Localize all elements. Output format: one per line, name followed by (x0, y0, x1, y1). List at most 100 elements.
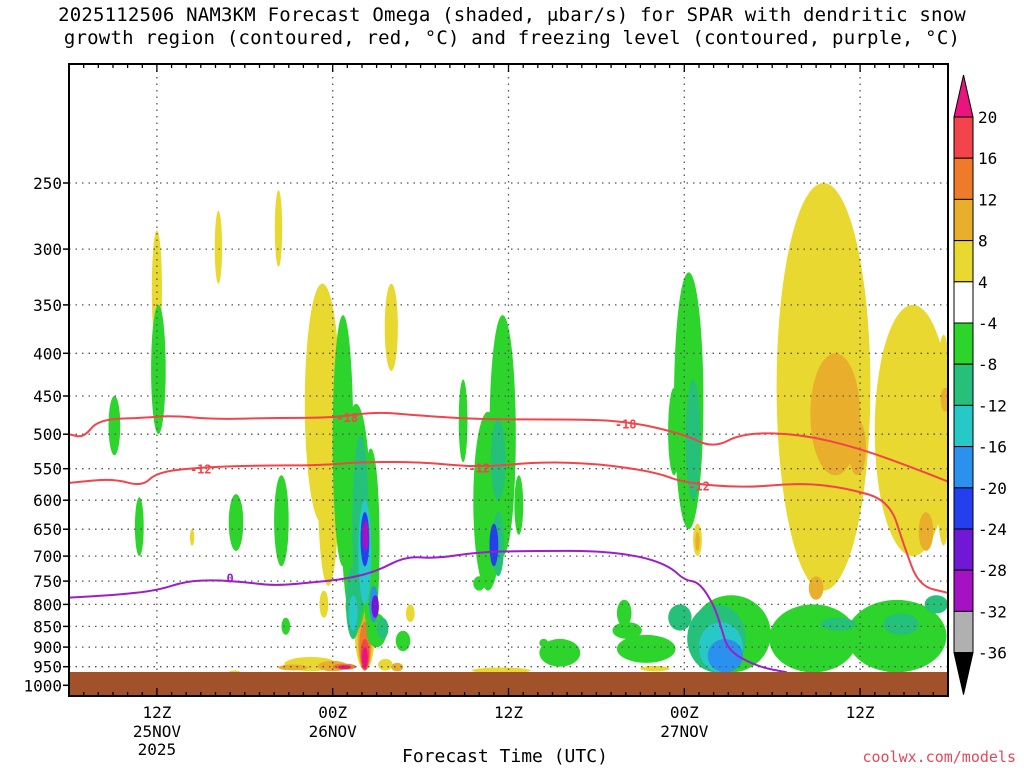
omega-positive-region-11 (940, 387, 948, 412)
contour-label-dgz-12-1: -12 (468, 462, 490, 476)
colorbar-bottom-arrow (953, 652, 974, 695)
x-tick-label-12: 12Z (142, 703, 171, 722)
colorbar-label-0: 20 (978, 108, 997, 127)
y-tick-label-250: 250 (33, 174, 62, 193)
colorbar-swatch-6 (953, 363, 974, 406)
colorbar-label-1: 16 (978, 149, 997, 168)
title-line-2: growth region (contoured, red, °C) and f… (63, 27, 961, 49)
contour-label-dgz-18-0: -18 (336, 411, 358, 425)
x-date-label-48: 27NOV (660, 722, 709, 741)
credit-text: coolwx.com/models (862, 748, 1016, 766)
y-tick-label-800: 800 (33, 595, 62, 614)
omega-negative-region-65 (685, 379, 701, 501)
colorbar-swatch-0 (953, 116, 974, 159)
omega-negative-region-81 (539, 638, 549, 648)
colorbar-label-7: -12 (978, 396, 1007, 415)
omega-negative-region-71 (668, 604, 692, 631)
omega-positive-region-17 (337, 665, 351, 669)
colorbar-swatch-1 (953, 157, 974, 200)
omega-negative-region-74 (616, 599, 632, 627)
x-tick-label-24: 00Z (318, 703, 347, 722)
omega-negative-region-79 (924, 595, 948, 614)
x-axis-label: Forecast Time (UTC) (402, 746, 608, 767)
omega-negative-region-46 (371, 595, 379, 618)
y-tick-label-700: 700 (33, 547, 62, 566)
title-line-1: 2025112506 NAM3KM Forecast Omega (shaded… (58, 4, 966, 26)
y-tick-label-650: 650 (33, 520, 62, 539)
omega-positive-region-24 (391, 662, 404, 672)
contour-label-dgz-18-1: -18 (615, 418, 637, 432)
colorbar: 20 16 12 8 4 -4 -8 -12 -16 -20 -24 -28 -32 -36 (953, 74, 1007, 695)
omega-negative-region-60 (490, 419, 506, 501)
omega-positive-region-33 (189, 529, 195, 546)
contour-label-freezing-0-0: 0 (226, 572, 233, 586)
colorbar-swatch-12 (953, 610, 974, 654)
y-tick-label-300: 300 (33, 240, 62, 259)
omega-negative-region-61 (458, 379, 468, 463)
omega-negative-region-51 (228, 494, 244, 551)
omega-positive-region-9 (918, 512, 934, 551)
grid-lines (69, 64, 948, 696)
omega-negative-region-72 (616, 634, 676, 663)
colorbar-label-3: 8 (978, 232, 988, 251)
y-tick-label-750: 750 (33, 572, 62, 591)
colorbar-label-5: -4 (978, 314, 997, 333)
contour-label-dgz-12-0: -12 (190, 462, 212, 476)
contour-dgz-12 (69, 460, 948, 594)
y-tick-label-1000: 1000 (23, 676, 62, 695)
x-tick-label-36: 12Z (494, 703, 523, 722)
y-tick-label-450: 450 (33, 387, 62, 406)
y-tick-label-500: 500 (33, 425, 62, 444)
omega-positive-region-13 (695, 532, 700, 551)
colorbar-label-10: -24 (978, 520, 1007, 539)
colorbar-swatch-4 (953, 281, 974, 324)
omega-negative-region-44 (362, 520, 369, 551)
contour-lines: -18 -18 -12 -12 -12 0 (69, 411, 948, 674)
omega-negative-region-47 (376, 617, 389, 640)
contour-freezing-0 (69, 549, 788, 674)
omega-negative-region-54 (134, 497, 144, 556)
omega-positive-region-27 (278, 664, 308, 671)
x-tick-label-48: 00Z (670, 703, 699, 722)
colorbar-label-2: 12 (978, 190, 997, 209)
y-tick-label-850: 850 (33, 617, 62, 636)
colorbar-label-13: -36 (978, 644, 1007, 663)
colorbar-label-8: -16 (978, 438, 1007, 457)
x-date-label-24: 26NOV (309, 722, 358, 741)
chart-title: 2025112506 NAM3KM Forecast Omega (shaded… (0, 4, 1024, 50)
omega-negative-region-63 (473, 576, 486, 591)
colorbar-label-9: -20 (978, 479, 1007, 498)
omega-positive-region-22 (362, 647, 368, 669)
colorbar-swatch-3 (953, 240, 974, 283)
y-tick-label-600: 600 (33, 491, 62, 510)
omega-negative-region-52 (151, 304, 166, 435)
colorbar-swatch-10 (953, 528, 974, 571)
omega-shading (108, 182, 948, 675)
omega-positive-region-2 (274, 190, 283, 267)
colorbar-label-12: -32 (978, 602, 1007, 621)
colorbar-label-6: -8 (978, 355, 997, 374)
x-year-label-12: 2025 (138, 740, 177, 759)
omega-negative-region-70 (707, 639, 743, 673)
omega-negative-region-49 (348, 595, 358, 631)
omega-negative-region-78 (883, 613, 919, 635)
omega-positive-region-23 (378, 658, 393, 671)
omega-negative-region-80 (539, 638, 581, 667)
x-date-label-12: 25NOV (133, 722, 182, 741)
colorbar-label-4: 4 (978, 273, 988, 292)
colorbar-top-arrow (953, 74, 974, 118)
omega-negative-region-40 (395, 630, 411, 652)
omega-negative-region-75 (769, 604, 858, 673)
omega-positive-region-10 (808, 576, 824, 600)
omega-negative-region-77 (820, 617, 856, 631)
omega-negative-region-55 (281, 617, 291, 635)
omega-negative-region-50 (274, 475, 289, 567)
omega-positive-region-8 (848, 419, 866, 476)
omega-positive-region-6 (934, 334, 948, 546)
omega-positive-region-3 (384, 283, 398, 371)
colorbar-swatch-5 (953, 322, 974, 365)
y-tick-label-900: 900 (33, 638, 62, 657)
x-tick-label-60: 12Z (846, 703, 875, 722)
y-tick-label-350: 350 (33, 296, 62, 315)
